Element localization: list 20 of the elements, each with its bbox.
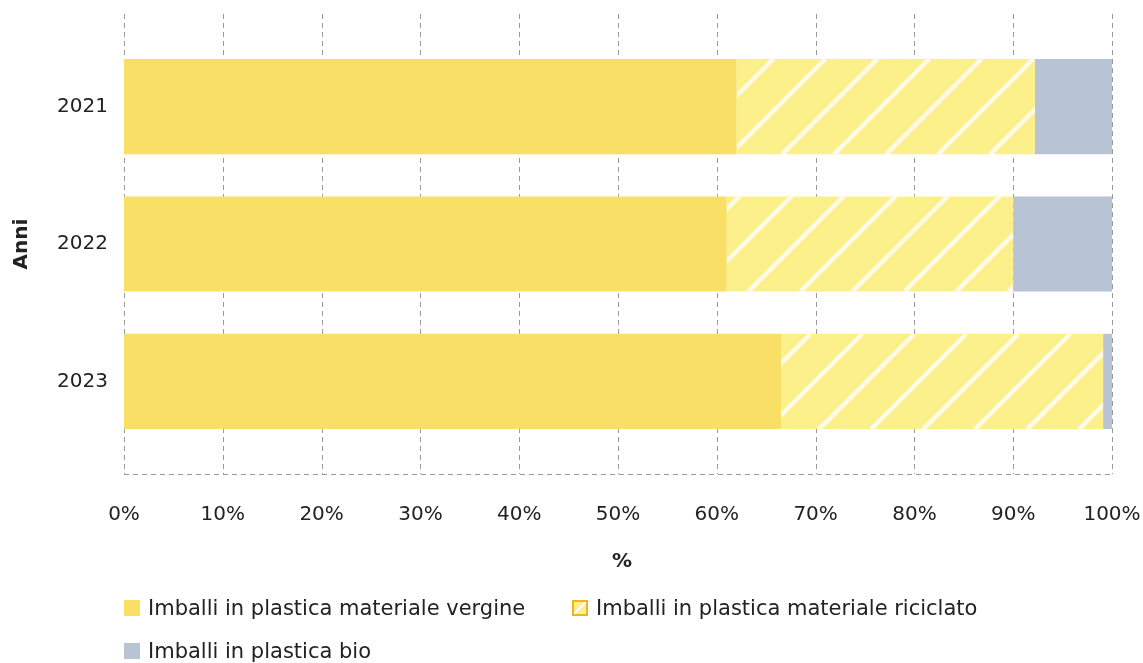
x-tick-label: 50% bbox=[595, 501, 641, 526]
x-tick-label: 70% bbox=[793, 501, 838, 526]
x-tick-label: 40% bbox=[496, 501, 542, 526]
x-tick-label: 0% bbox=[108, 501, 140, 526]
x-tick-label: 80% bbox=[892, 501, 937, 526]
legend-label: Imballi in plastica materiale vergine bbox=[148, 596, 526, 620]
x-tick-label: 10% bbox=[200, 501, 246, 526]
y-axis-title: Anni bbox=[8, 218, 33, 270]
x-tick-label: 30% bbox=[398, 501, 443, 526]
x-axis-title: % bbox=[611, 548, 633, 572]
legend-label: Imballi in plastica materiale riciclato bbox=[596, 596, 978, 620]
x-tick-label: 90% bbox=[990, 501, 1036, 526]
bar bbox=[1103, 333, 1112, 429]
x-tick-label: 60% bbox=[694, 501, 740, 526]
y-tick-label: 2023 bbox=[57, 367, 108, 392]
y-tick-label: 2021 bbox=[57, 92, 108, 117]
x-tick-label: 100% bbox=[1083, 501, 1141, 526]
legend-label: Imballi in plastica bio bbox=[148, 639, 371, 663]
y-tick-label: 2022 bbox=[57, 230, 108, 255]
x-tick-label: 20% bbox=[299, 501, 344, 526]
